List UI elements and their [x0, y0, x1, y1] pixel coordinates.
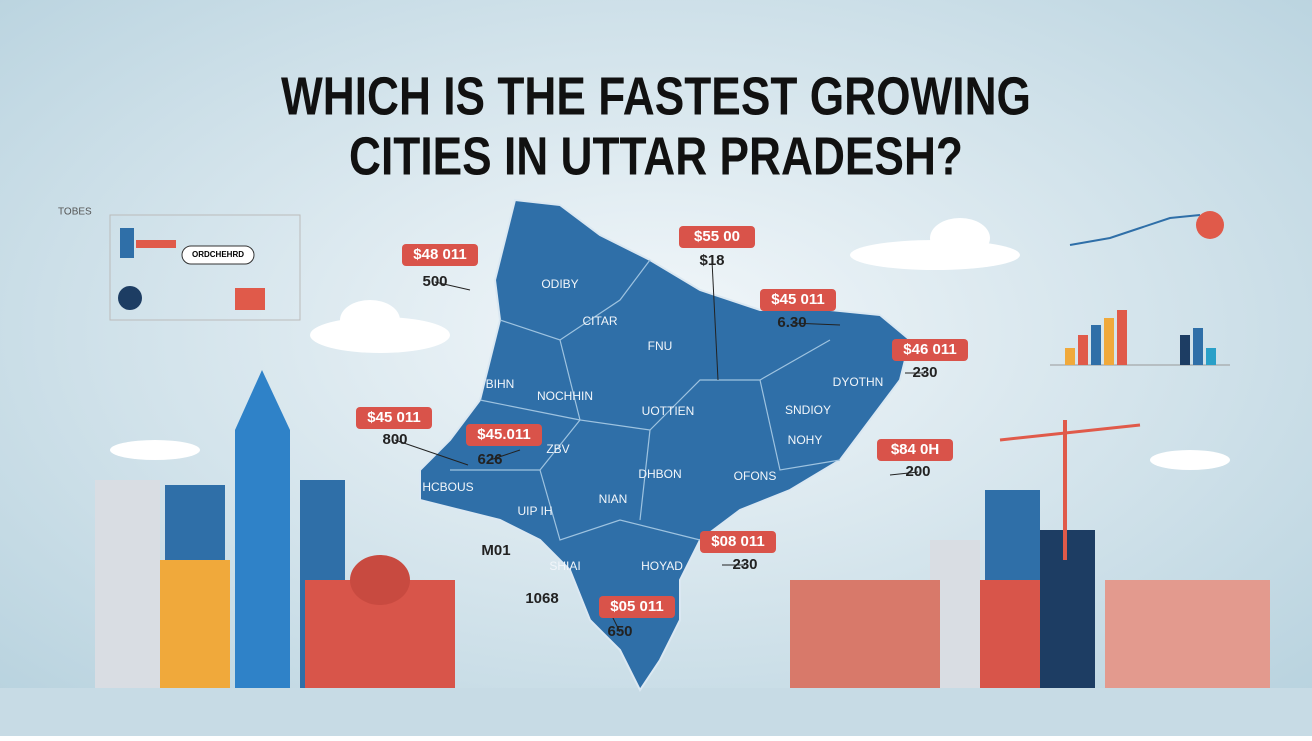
region-label: ZBV: [546, 442, 569, 456]
region-label: HCBOUS: [422, 480, 473, 494]
region-label: UOTTIEN: [642, 404, 695, 418]
region-label: SNDIOY: [785, 403, 831, 417]
region-label: SHIAI: [549, 559, 580, 573]
callout-box: [679, 226, 755, 248]
callout-line: [791, 322, 841, 326]
callout-price: $46 011: [903, 341, 956, 358]
region-label: DHBON: [638, 467, 681, 481]
callout-price: $48 011: [413, 246, 466, 263]
callout-price: $45.011: [477, 426, 530, 443]
callout-value: 500: [422, 273, 447, 290]
region-label: NIAN: [599, 492, 628, 506]
callout-box: [356, 407, 432, 429]
callout-line: [711, 260, 719, 381]
region-label: OFONS: [734, 469, 777, 483]
callout-value: 200: [905, 463, 930, 480]
callout-line: [889, 471, 919, 476]
callout-value: 626: [477, 451, 502, 468]
dashboard-badge: ORDCHEHRD: [192, 250, 244, 259]
callout-value: 650: [607, 623, 632, 640]
callout-price: $55 00: [694, 228, 740, 245]
dashboard-label: TOBES: [58, 207, 92, 218]
skyline: [0, 370, 1312, 736]
decor-chart: [1050, 211, 1230, 366]
callout-price: $05 011: [610, 598, 663, 615]
region-label: ODIBY: [541, 277, 578, 291]
callout-price: $84 0H: [891, 441, 939, 458]
callout-value: 800: [382, 431, 407, 448]
region-label: DYOTHN: [833, 375, 884, 389]
region-label: FNU: [648, 339, 673, 353]
region-label: BIHN: [486, 377, 515, 391]
clouds: [110, 218, 1230, 470]
callout-box: [599, 596, 675, 618]
region-label: CITAR: [582, 314, 617, 328]
callout-box: [877, 439, 953, 461]
callout-value: $18: [699, 252, 724, 269]
callout-line: [434, 281, 471, 291]
callout-line: [394, 439, 469, 466]
callout-value: 230: [912, 364, 937, 381]
region-label: UIP IH: [517, 504, 552, 518]
callout-box: [892, 339, 968, 361]
callout-line: [489, 449, 521, 461]
region-label: NOHY: [788, 433, 823, 447]
callout-box: [700, 531, 776, 553]
dashboard: TOBES ORDCHEHRD: [58, 207, 301, 321]
callout-value: 6.30: [777, 314, 806, 331]
title: WHICH IS THE FASTEST GROWING: [281, 66, 1031, 126]
callout-value: 230: [732, 556, 757, 573]
callout-box: [402, 244, 478, 266]
callout-price: $45 011: [367, 409, 420, 426]
callout-box: [760, 289, 836, 311]
extra-label: M01: [481, 542, 510, 559]
title: CITIES IN UTTAR PRADESH?: [349, 126, 963, 186]
region-label: NOCHHIN: [537, 389, 593, 403]
callout-price: $08 011: [711, 533, 764, 550]
region-label: HOYAD: [641, 559, 683, 573]
callout-box: [466, 424, 542, 446]
callout-price: $45 011: [771, 291, 824, 308]
map-borders: [450, 259, 841, 541]
extra-label: 1068: [525, 590, 558, 607]
